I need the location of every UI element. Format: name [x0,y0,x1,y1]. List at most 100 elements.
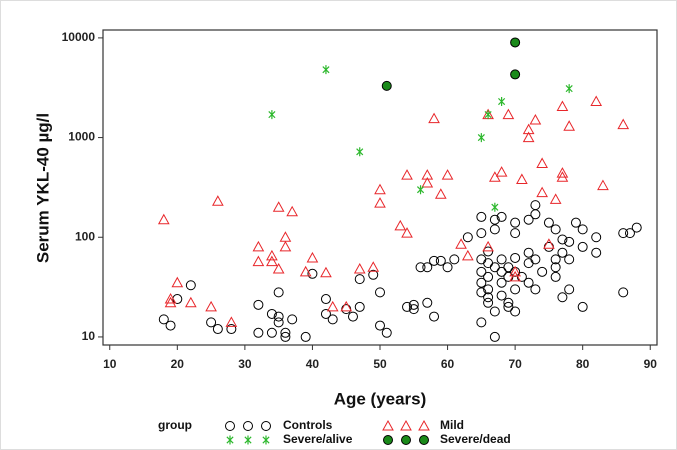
point [368,269,379,280]
point [165,320,176,331]
point [158,314,169,325]
point [429,255,440,266]
point [320,294,331,305]
legend-symbol [400,419,412,431]
point [570,217,581,228]
point [266,249,278,261]
point [489,224,500,235]
point [408,299,419,310]
point [422,297,433,308]
x-tick-label: 80 [576,357,590,371]
point [483,297,494,308]
point [415,262,426,273]
point [564,236,575,247]
point [489,331,500,342]
point [496,290,507,301]
point [482,240,494,252]
point [631,222,642,233]
point [523,277,534,288]
point [577,301,588,312]
point [476,211,487,222]
point [530,284,541,295]
point [491,202,499,212]
point [577,224,588,235]
point [164,296,177,308]
point [556,100,569,111]
point [354,274,365,285]
point [375,287,385,298]
x-tick-label: 30 [238,357,252,371]
point [503,297,514,308]
legend-symbol [418,419,430,431]
point [206,317,217,328]
point [461,249,474,261]
point [306,251,319,263]
point [550,271,561,282]
point [272,201,285,212]
point [509,270,521,282]
point [212,195,224,206]
x-tick-label: 10 [103,357,117,371]
point [327,314,338,325]
x-axis-label: Age (years) [334,389,427,408]
point [287,314,298,325]
point [266,308,277,319]
point [564,254,575,265]
y-tick-label: 10000 [62,30,96,44]
point [442,262,453,273]
point [381,80,392,91]
legend-symbol [383,435,393,445]
point [510,69,521,80]
point [563,120,576,131]
point [326,300,339,312]
point [266,255,278,267]
point [564,284,575,295]
point [536,186,548,198]
point [185,280,196,291]
point [408,304,419,315]
point [577,241,588,252]
point [557,292,568,303]
point [421,176,434,188]
point [299,265,312,277]
point [591,247,602,258]
legend-label: Severe/alive [283,432,353,446]
x-tick-label: 40 [306,357,320,371]
point [496,211,507,222]
point [381,327,392,338]
point [307,268,318,279]
point [416,185,425,195]
point [171,276,184,288]
point [320,308,331,319]
legend-symbol [262,435,270,445]
point [280,331,291,342]
x-tick-label: 60 [441,357,455,371]
point [279,240,292,252]
point [624,228,635,239]
point [549,193,562,204]
point [421,169,434,180]
point [617,118,630,130]
point [509,265,521,277]
point [477,133,485,143]
point [225,316,238,327]
point [522,131,535,143]
point [510,37,521,48]
point [550,254,561,265]
x-tick-label: 90 [644,357,658,371]
point [550,262,561,273]
point [484,110,492,120]
point [428,112,440,124]
point [273,311,284,322]
point [590,95,603,107]
point [496,266,507,277]
point [476,317,487,328]
legend-label: Mild [440,418,464,432]
point [322,65,330,75]
point [157,213,170,225]
point [401,227,413,238]
point [510,217,521,228]
point [212,324,223,335]
point [556,167,569,178]
